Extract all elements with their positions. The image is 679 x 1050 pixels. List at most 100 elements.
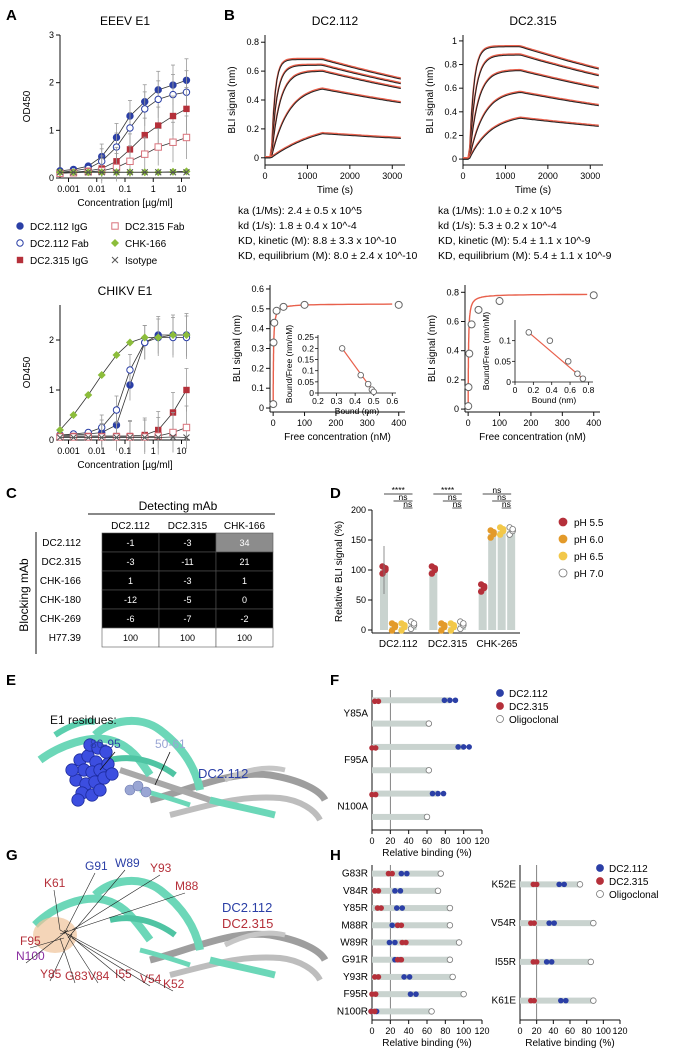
data-point: [70, 434, 77, 441]
data-point: [413, 991, 419, 997]
x-axis-label: Time (s): [515, 185, 551, 196]
data-point: [372, 745, 379, 751]
residue-leader-line: [59, 892, 186, 935]
inset-y-tick-label: 0.15: [297, 355, 314, 365]
column-header: CHK-166: [224, 521, 266, 532]
bar: [372, 767, 429, 774]
data-point: [183, 434, 190, 441]
inset-data-point: [574, 370, 581, 377]
y-tick-label: 2: [49, 335, 54, 345]
inset-y-tick-label: 0.1: [499, 336, 511, 346]
residue-sphere: [105, 767, 119, 781]
data-point: [111, 256, 119, 264]
significance-label: ns: [497, 492, 506, 502]
inset-x-label: Bound (nm): [532, 395, 577, 405]
y-tick-label: 0.2: [446, 375, 459, 385]
bar: [372, 956, 450, 963]
data-point: [169, 112, 177, 120]
residue-label: F95: [20, 934, 41, 948]
category-label: DC2.112: [379, 639, 418, 650]
x-tick-label: 0.01: [88, 446, 106, 456]
data-point: [169, 428, 177, 437]
data-point: [84, 391, 93, 399]
data-point: [112, 351, 121, 359]
series-line: [60, 436, 187, 438]
inset-y-tick-label: 0.2: [302, 343, 314, 353]
data-point: [125, 338, 134, 347]
category-label: CHK-265: [476, 639, 518, 650]
y-tick-label: 1: [49, 125, 54, 135]
residue-leader-line: [63, 929, 99, 984]
axes-B_DC2.315_kin: 0 1000 2000 3000 0 0.2 0.4 0.6 0.8 1 Time (s) BLI s…: [425, 14, 603, 196]
x-tick-label: 100: [456, 836, 471, 846]
data-point: [556, 881, 562, 888]
antibody-label-dc2112: DC2.112: [198, 766, 248, 781]
row-label: CHK-166: [40, 576, 82, 587]
sensorgram-curve: [463, 46, 599, 160]
series-line: [59, 79, 187, 172]
series-line: [59, 91, 187, 173]
category-label: I55R: [495, 957, 516, 968]
significance-label: ns: [453, 499, 462, 509]
y-tick-label: 0.6: [251, 284, 264, 294]
residue-range-80-95: 80-95: [90, 737, 121, 751]
inset-data-point: [357, 371, 364, 379]
sensorgram-curve: [265, 88, 401, 159]
row-label: H77.39: [49, 633, 82, 644]
x-tick-label: 100: [456, 1026, 471, 1036]
x-tick-label: 400: [391, 418, 406, 428]
cell-value: -7: [183, 614, 191, 624]
equilibrium-B_DC2.315_eq: [464, 291, 598, 411]
kinetic-param: kd (1/s): 5.3 ± 0.2 x 10^-4: [438, 220, 557, 232]
y-tick-label: 150: [351, 535, 366, 545]
sensorgram-curve: [265, 70, 401, 159]
data-point: [465, 349, 474, 358]
data-point: [437, 870, 444, 877]
legend-a: DC2.112 IgG DC2.315 Fab DC2.112 Fab CHK-166…: [16, 222, 185, 267]
data-point: [141, 131, 148, 139]
data-point: [499, 526, 507, 533]
protein-ribbon-teal-g: [32, 894, 154, 943]
antibody-label-dc2315-g: DC2.315: [222, 916, 273, 931]
fit-curve: [463, 45, 600, 159]
category-label: V54R: [491, 918, 516, 929]
sensorgram-curve: [265, 133, 401, 159]
y-tick-label: 200: [351, 505, 366, 515]
panel-label-e: E: [6, 672, 16, 689]
data-point: [126, 124, 134, 132]
data-point: [389, 922, 395, 929]
data-point: [576, 881, 584, 888]
data-point: [169, 433, 177, 441]
table-header: Detecting mAb: [139, 499, 218, 513]
fit-curve: [265, 131, 401, 158]
inset-data-point: [525, 329, 533, 336]
bar: [372, 939, 460, 946]
sensorgram-curve: [463, 54, 599, 160]
axes-A_bottom: 0.001 0.01 0.1 1 10 0 1 2 Concentration [µg/ml] O…: [22, 284, 190, 471]
x-tick-label: 80: [582, 1026, 592, 1036]
inset-y-label: Bound/Free (nm/nM): [481, 312, 491, 391]
legend-marker: [496, 702, 504, 710]
kinetic-curves-B_DC2.112_kin: [265, 57, 401, 159]
axes-B_DC2.112_kin: 0 1000 2000 3000 0 0.2 0.4 0.6 0.8 Time (s) BLI si…: [227, 14, 405, 196]
chart-title: EEEV E1: [100, 14, 150, 28]
legend-label: DC2.315: [609, 877, 649, 888]
significance-label: ns: [502, 499, 511, 509]
fit-curve: [265, 69, 401, 158]
x-axis-label: Concentration [µg/ml]: [77, 460, 172, 471]
x-tick-label: 3000: [382, 171, 402, 181]
row-group-header: Blocking mAb: [17, 558, 31, 632]
data-point: [375, 698, 382, 705]
data-point: [154, 333, 163, 342]
data-point: [141, 150, 149, 158]
legend-marker: [558, 517, 568, 527]
x-tick-label: 0: [369, 836, 374, 846]
category-label: N100A: [337, 802, 368, 813]
data-point: [435, 790, 441, 797]
data-point: [168, 331, 177, 339]
data-point: [551, 920, 557, 926]
x-tick-label: 20: [385, 1026, 395, 1036]
chart-title: DC2.112: [312, 14, 359, 28]
